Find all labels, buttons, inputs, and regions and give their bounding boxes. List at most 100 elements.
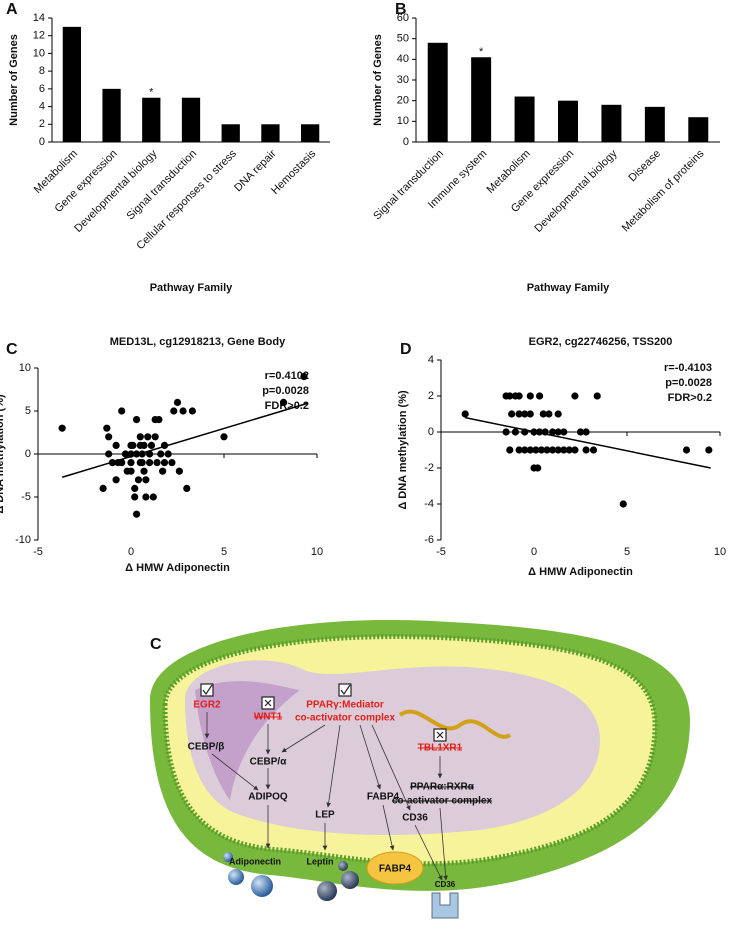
point — [543, 446, 551, 454]
point — [170, 407, 178, 415]
point — [175, 467, 183, 475]
point — [132, 510, 141, 518]
point — [554, 410, 562, 418]
point — [105, 433, 113, 441]
point — [508, 410, 516, 418]
x-axis-label: Pathway Family — [527, 282, 610, 294]
x-tick-label: -5 — [436, 546, 446, 558]
chart-title: EGR2, cg22746256, TSS200 — [529, 336, 673, 348]
point — [506, 446, 514, 454]
gene: WNT1 — [254, 712, 283, 723]
point — [136, 433, 144, 441]
x-tick-label: 0 — [128, 546, 134, 558]
point — [220, 433, 228, 441]
point — [593, 392, 601, 400]
panel-label: C — [150, 636, 162, 653]
y-tick-label: 10 — [397, 115, 409, 127]
y-tick-label: 20 — [397, 95, 409, 107]
point — [168, 459, 176, 467]
panel-label: A — [6, 1, 18, 18]
adiponectin-ball — [223, 852, 233, 862]
adiponectin-ball — [251, 875, 273, 897]
point — [159, 467, 167, 475]
point — [515, 410, 523, 418]
er — [195, 681, 300, 800]
point — [164, 450, 172, 458]
leptin-ball — [341, 871, 359, 889]
bar — [471, 57, 492, 143]
point — [140, 467, 148, 475]
node: CD36 — [402, 813, 428, 824]
y-axis-label: Number of Genes — [372, 34, 384, 126]
y-tick-label: -2 — [424, 462, 434, 474]
check — [340, 684, 351, 696]
check-boxes — [200, 683, 447, 742]
point — [515, 446, 523, 454]
bar — [261, 124, 280, 142]
point — [153, 459, 161, 467]
x-tick-label: -5 — [33, 546, 43, 558]
point — [560, 428, 568, 436]
fabp4-vesicle — [366, 851, 424, 885]
y-tick-label: 2 — [39, 118, 45, 130]
x-tick-label: Metabolism of proteins — [620, 147, 707, 234]
gene: PPARγ:Mediator — [306, 700, 384, 711]
adiponectin-ball — [228, 869, 244, 885]
point — [534, 464, 542, 472]
point — [576, 428, 585, 436]
point — [155, 416, 163, 424]
panel-label: C — [6, 341, 18, 358]
point — [146, 459, 154, 467]
y-tick-label: 0 — [403, 136, 409, 148]
y-tick-label: 8 — [39, 65, 45, 77]
point — [526, 410, 534, 418]
y-tick-label: -10 — [15, 534, 31, 546]
point — [142, 476, 150, 484]
point — [554, 428, 562, 436]
bar — [301, 124, 320, 142]
bar — [514, 96, 535, 142]
protein: FABP4 — [379, 864, 412, 875]
y-tick-label: 6 — [39, 83, 45, 95]
bar — [102, 88, 121, 142]
x-axis-label: Δ HMW Adiponectin — [125, 562, 230, 574]
point — [127, 459, 135, 467]
y-axis-label: Number of Genes — [8, 34, 20, 126]
x-axis-label: Δ HMW Adiponectin — [528, 566, 633, 578]
x-tick-label: Developmental biology — [532, 147, 620, 235]
point — [183, 484, 191, 492]
point — [142, 493, 150, 501]
bar — [601, 104, 622, 142]
node: LEP — [315, 810, 335, 821]
y-tick-label: -4 — [424, 498, 434, 510]
x-tick-label: Disease — [626, 148, 663, 185]
point — [173, 398, 182, 406]
point — [136, 441, 144, 449]
point — [539, 410, 547, 418]
point — [682, 446, 691, 454]
bar — [644, 106, 665, 142]
node: ADIPOQ — [248, 792, 288, 803]
x — [436, 731, 444, 739]
bar — [558, 100, 578, 142]
stat-annotation: FDR>0.2 — [668, 392, 712, 404]
y-tick-label: 14 — [33, 12, 45, 24]
x-axis-label: Pathway Family — [150, 282, 233, 294]
point — [123, 467, 131, 475]
x-tick-label: Signal transduction — [125, 148, 200, 223]
point — [99, 484, 107, 492]
point — [279, 398, 288, 406]
point — [549, 446, 557, 454]
x-tick-label: 10 — [714, 546, 726, 558]
y-tick-label: 30 — [397, 74, 409, 86]
point — [549, 428, 557, 436]
point — [58, 424, 66, 432]
diagram: C EGR2 WNT1 PPARγ:Mediator co-activator … — [150, 620, 690, 919]
x-tick-label: 5 — [624, 546, 630, 558]
x-tick-label: 0 — [531, 546, 537, 558]
y-tick-label: 0 — [25, 448, 31, 460]
point — [502, 428, 510, 436]
bar — [688, 117, 709, 142]
gene: EGR2 — [193, 700, 221, 711]
x-tick-label: 10 — [311, 546, 323, 558]
